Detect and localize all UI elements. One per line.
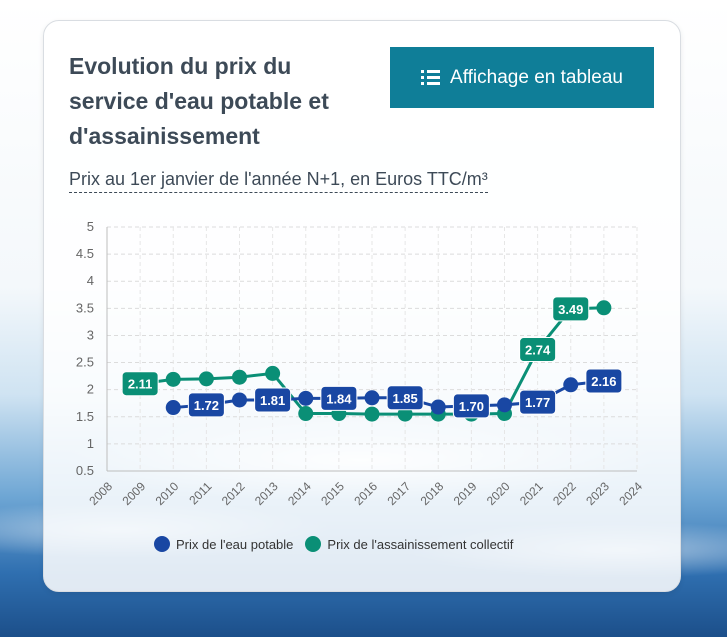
data-label-box (121, 371, 159, 397)
data-label-box (386, 385, 424, 411)
table-view-button[interactable]: Affichage en tableau (390, 47, 654, 108)
data-point (298, 406, 314, 422)
legend-item-assainissement[interactable]: Prix de l'assainissement collectif (305, 536, 513, 552)
data-point (397, 406, 413, 422)
line-chart: 0.5 1 1.5 2 2.5 3 3.5 4 4.5 5 2008 2009 2010 2011 2012… (76, 219, 645, 508)
x-tick-label: 2013 (252, 479, 281, 508)
legend-item-eau-potable[interactable]: Prix de l'eau potable (154, 536, 293, 552)
chart-title: Evolution du prix du service d'eau potab… (69, 53, 329, 149)
y-tick-label: 4.5 (76, 246, 94, 261)
y-tick-label: 1 (87, 436, 94, 451)
data-label: 2.74 (525, 343, 551, 358)
data-point (364, 406, 380, 422)
legend-swatch-assainissement (305, 536, 322, 552)
x-tick-label: 2022 (550, 479, 579, 508)
x-tick-label: 2020 (484, 479, 513, 508)
data-point (364, 390, 380, 406)
legend-swatch-eau-potable (154, 536, 170, 552)
data-point (232, 392, 247, 408)
y-tick-label: 4 (87, 273, 94, 288)
x-tick-label: 2010 (153, 479, 182, 508)
x-tick-label: 2018 (418, 479, 447, 508)
data-label: 1.70 (459, 399, 484, 414)
y-tick-label: 5 (87, 219, 94, 234)
data-point (232, 369, 247, 385)
table-view-button-label: Affichage en tableau (450, 66, 623, 88)
data-label-box (585, 368, 623, 394)
data-point (563, 377, 579, 393)
data-label: 1.77 (525, 395, 550, 410)
data-label-box (320, 385, 358, 411)
data-point (165, 371, 181, 387)
y-tick-label: 3.5 (76, 300, 94, 315)
y-tick-label: 0.5 (76, 463, 94, 478)
y-tick-label: 2 (87, 382, 94, 397)
data-label-box (552, 296, 590, 322)
data-label: 1.81 (260, 393, 285, 408)
y-tick-label: 2.5 (76, 355, 94, 370)
data-label: 1.72 (194, 398, 219, 413)
x-tick-label: 2011 (186, 479, 214, 507)
legend-label-assainissement: Prix de l'assainissement collectif (327, 536, 514, 552)
x-tick-label: 2012 (219, 479, 248, 508)
data-point (198, 371, 214, 387)
x-tick-label: 2021 (517, 479, 546, 508)
chart-legend: Prix de l'eau potable Prix de l'assainis… (154, 536, 513, 552)
data-label: 1.85 (392, 391, 417, 406)
data-point (298, 390, 314, 406)
x-tick-label: 2014 (285, 479, 314, 508)
data-label-box (187, 392, 225, 418)
data-label: 2.16 (591, 374, 616, 389)
data-label: 3.49 (558, 302, 583, 317)
data-point (165, 400, 181, 416)
legend-label-eau-potable: Prix de l'eau potable (176, 536, 294, 552)
data-point (265, 365, 281, 381)
list-icon (421, 70, 441, 85)
chart-subtitle: Prix au 1er janvier de l'année N+1, en E… (69, 169, 488, 193)
x-tick-label: 2016 (351, 479, 380, 508)
y-tick-label: 1.5 (76, 409, 94, 424)
x-tick-label: 2009 (119, 479, 148, 508)
x-tick-label: 2015 (318, 479, 347, 508)
data-point (596, 300, 612, 316)
x-tick-label: 2024 (616, 479, 645, 508)
chart-card: Evolution du prix du service d'eau potab… (43, 20, 681, 592)
data-label-box (519, 389, 557, 415)
x-tick-label: 2017 (384, 479, 413, 508)
data-label-box (452, 393, 490, 419)
data-point (430, 399, 446, 415)
data-label: 1.84 (326, 391, 352, 406)
x-tick-label: 2023 (583, 479, 612, 508)
data-point (497, 397, 512, 413)
data-label: 2.11 (128, 377, 153, 392)
data-label-box (254, 387, 292, 413)
x-tick-label: 2008 (86, 479, 115, 508)
y-tick-label: 3 (87, 327, 94, 342)
data-label-box (519, 337, 557, 363)
x-tick-label: 2019 (451, 479, 480, 508)
